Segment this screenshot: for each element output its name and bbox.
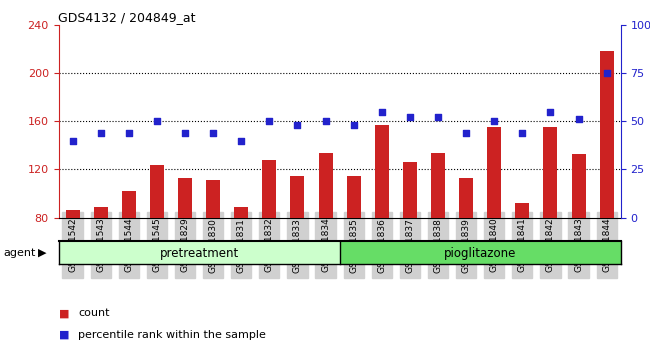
Point xyxy=(461,130,471,136)
Text: GDS4132 / 204849_at: GDS4132 / 204849_at xyxy=(58,11,196,24)
Bar xyxy=(58,241,339,264)
Point xyxy=(264,118,274,124)
Point xyxy=(517,130,528,136)
Point xyxy=(433,115,443,120)
Bar xyxy=(403,162,417,218)
Point xyxy=(208,130,218,136)
Bar xyxy=(346,176,361,218)
Bar xyxy=(339,241,621,264)
Point xyxy=(405,115,415,120)
Point xyxy=(180,130,190,136)
Text: pioglitazone: pioglitazone xyxy=(444,247,516,260)
Bar xyxy=(66,211,79,218)
Bar xyxy=(600,51,614,218)
Point xyxy=(489,118,499,124)
Point xyxy=(601,70,612,76)
Bar xyxy=(206,180,220,218)
Bar xyxy=(571,154,586,218)
Bar xyxy=(94,207,108,218)
Text: agent: agent xyxy=(3,248,36,258)
Point xyxy=(124,130,134,136)
Point xyxy=(292,122,303,128)
Point xyxy=(376,109,387,114)
Point xyxy=(573,116,584,122)
Bar xyxy=(488,127,501,218)
Bar xyxy=(122,191,136,218)
Bar xyxy=(375,125,389,218)
Bar xyxy=(150,165,164,218)
Point xyxy=(545,109,556,114)
Point xyxy=(96,130,106,136)
Text: count: count xyxy=(78,308,109,318)
Bar xyxy=(459,178,473,218)
Text: ■: ■ xyxy=(58,308,69,318)
Point xyxy=(320,118,331,124)
Point xyxy=(151,118,162,124)
Bar xyxy=(515,203,529,218)
Bar xyxy=(431,153,445,218)
Bar xyxy=(178,178,192,218)
Bar xyxy=(291,176,304,218)
Bar xyxy=(543,127,558,218)
Text: ■: ■ xyxy=(58,330,69,339)
Bar xyxy=(318,153,333,218)
Bar xyxy=(234,207,248,218)
Text: pretreatment: pretreatment xyxy=(159,247,239,260)
Point xyxy=(236,138,246,143)
Point xyxy=(68,138,78,143)
Bar xyxy=(263,160,276,218)
Text: ▶: ▶ xyxy=(38,248,47,258)
Text: percentile rank within the sample: percentile rank within the sample xyxy=(78,330,266,339)
Point xyxy=(348,122,359,128)
